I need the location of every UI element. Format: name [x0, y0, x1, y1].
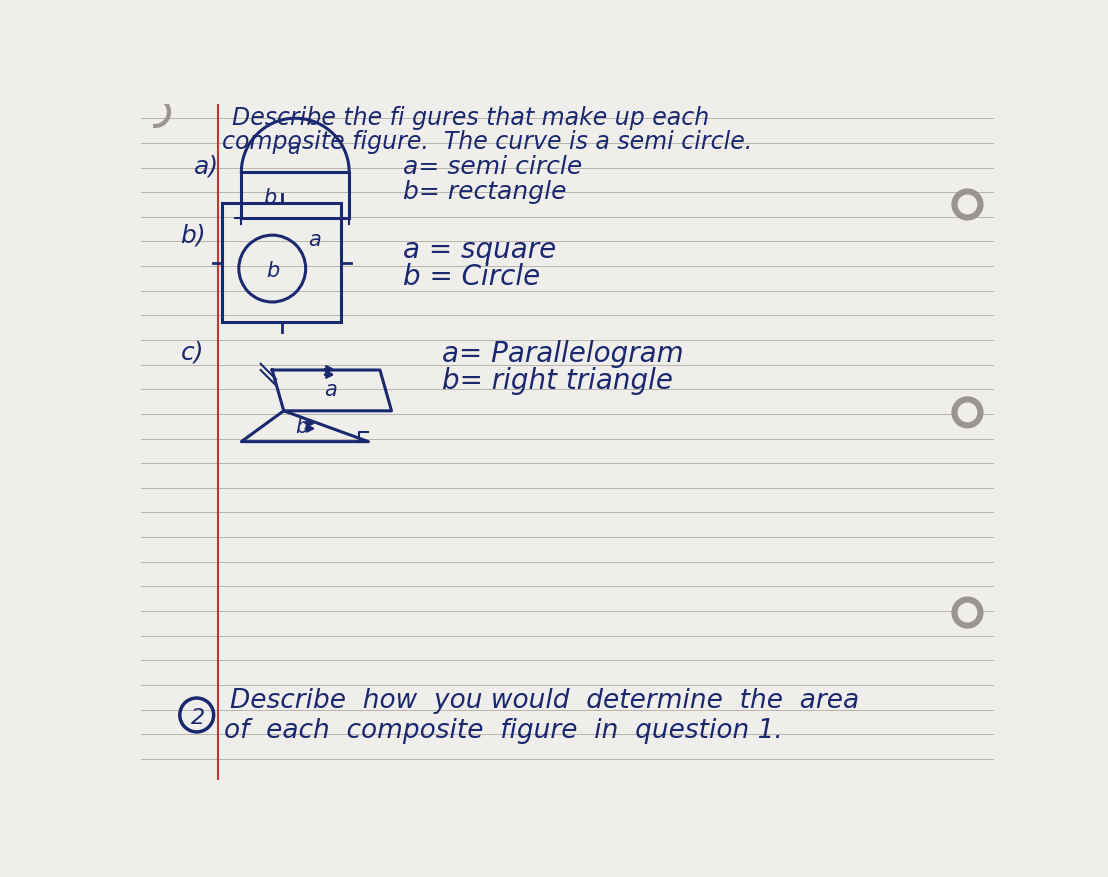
Text: a = square: a = square — [403, 236, 556, 263]
Text: Describe the fi gures that make up each: Describe the fi gures that make up each — [233, 105, 709, 130]
Circle shape — [958, 403, 977, 422]
Text: b = Circle: b = Circle — [403, 262, 541, 290]
Text: b): b) — [179, 223, 205, 247]
Text: 2: 2 — [192, 707, 205, 727]
Circle shape — [952, 597, 983, 628]
Text: a: a — [308, 230, 321, 249]
Circle shape — [958, 196, 977, 215]
Text: b= right triangle: b= right triangle — [442, 367, 673, 395]
Text: a= semi circle: a= semi circle — [403, 154, 583, 179]
Text: a: a — [324, 379, 337, 399]
Text: c): c) — [182, 340, 205, 364]
Text: Describe  how  you would  determine  the  area: Describe how you would determine the are… — [229, 688, 859, 714]
Text: composite figure.  The curve is a semi circle.: composite figure. The curve is a semi ci… — [222, 130, 752, 154]
Text: b: b — [263, 188, 276, 208]
Text: b: b — [295, 416, 308, 436]
Bar — [242, 173, 349, 219]
Circle shape — [952, 189, 983, 221]
Circle shape — [958, 603, 977, 622]
Text: b: b — [266, 261, 279, 281]
Text: a= Parallelogram: a= Parallelogram — [442, 339, 684, 367]
Bar — [222, 203, 341, 323]
Text: of  each  composite  figure  in  question 1.: of each composite figure in question 1. — [225, 717, 783, 743]
Text: b= rectangle: b= rectangle — [403, 179, 566, 203]
Circle shape — [952, 397, 983, 428]
Text: a): a) — [194, 154, 218, 179]
Text: a: a — [288, 138, 300, 158]
